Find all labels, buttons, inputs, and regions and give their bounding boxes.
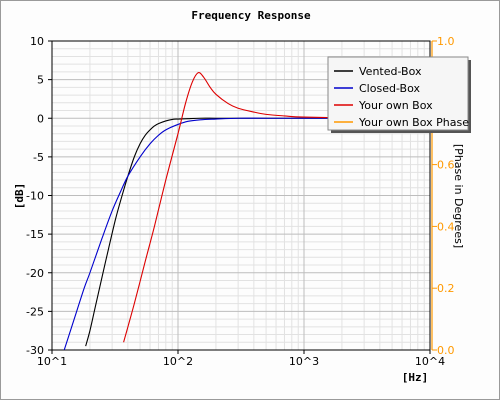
- legend-label-closed-box: Closed-Box: [359, 82, 420, 95]
- y-tick-label: 0: [37, 112, 44, 125]
- y-tick-label: 5: [37, 74, 44, 87]
- legend-label-vented-box: Vented-Box: [359, 65, 422, 78]
- y-tick-label: -30: [26, 344, 44, 357]
- y-tick-label: 10: [30, 35, 44, 48]
- x-tick-label: 10^1: [37, 355, 67, 368]
- y-axis-ticks: 10 5 0 -5 -10 -15 -20 -25 -30: [26, 35, 52, 357]
- x-tick-label: 10^2: [163, 355, 193, 368]
- x-tick-label: 10^3: [289, 355, 319, 368]
- legend-label-your-own-box: Your own Box: [358, 99, 433, 112]
- x-axis-label: [Hz]: [402, 371, 429, 384]
- y-axis-label: [dB]: [13, 183, 26, 210]
- series-line-closed-box: [63, 117, 365, 350]
- y-tick-label: -5: [33, 151, 44, 164]
- right-tick-label: 0.4: [437, 220, 455, 233]
- x-axis-ticks: 10^1 10^2 10^3 10^4: [37, 350, 445, 368]
- y-tick-label: -15: [26, 228, 44, 241]
- right-tick-label: 0.2: [437, 282, 455, 295]
- right-tick-label: 1.0: [437, 35, 455, 48]
- chart-title: Frequency Response: [191, 9, 311, 22]
- series-line-vented-box: [85, 117, 365, 347]
- series-lines: [63, 72, 365, 350]
- series-line-your-own-box: [123, 72, 365, 343]
- right-tick-label: 0.0: [437, 344, 455, 357]
- y-tick-label: -20: [26, 267, 44, 280]
- right-axis-label: [Phase in Degrees]: [452, 144, 465, 248]
- legend-box: [327, 56, 469, 131]
- right-tick-label: 0.6: [437, 159, 455, 172]
- legend: Vented-Box Closed-Box Your own Box Your own…: [327, 56, 471, 133]
- legend-label-your-own-box-phase: Your own Box Phase: [358, 116, 469, 129]
- y-tick-label: -25: [26, 305, 44, 318]
- y-tick-label: -10: [26, 190, 44, 203]
- x-tick-label: 10^4: [415, 355, 445, 368]
